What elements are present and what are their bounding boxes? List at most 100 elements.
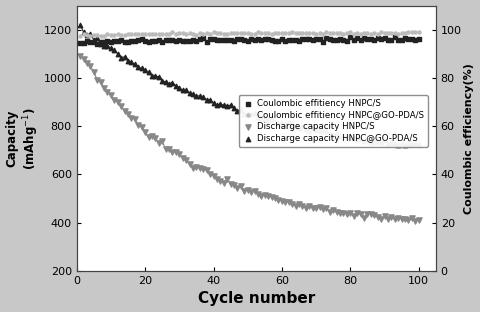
Discharge capacity HNPC@GO-PDA/S xyxy=(203,97,211,102)
Discharge capacity HNPC@GO-PDA/S xyxy=(316,127,324,132)
Discharge capacity HNPC/S xyxy=(152,135,159,140)
Discharge capacity HNPC@GO-PDA/S xyxy=(281,122,289,127)
Discharge capacity HNPC@GO-PDA/S xyxy=(220,103,228,108)
Discharge capacity HNPC/S xyxy=(405,218,412,223)
Discharge capacity HNPC@GO-PDA/S xyxy=(141,67,149,72)
Coulombic effitiency HNPC@GO-PDA/S xyxy=(76,34,84,39)
Coulombic effitiency HNPC@GO-PDA/S xyxy=(367,32,375,37)
Coulombic effitiency HNPC/S xyxy=(230,39,238,44)
Discharge capacity HNPC@GO-PDA/S xyxy=(148,74,156,79)
Coulombic effitiency HNPC/S xyxy=(398,37,406,42)
Discharge capacity HNPC/S xyxy=(210,173,217,178)
Discharge capacity HNPC@GO-PDA/S xyxy=(206,98,214,103)
Discharge capacity HNPC@GO-PDA/S xyxy=(227,103,234,108)
Discharge capacity HNPC@GO-PDA/S xyxy=(391,141,398,146)
Discharge capacity HNPC@GO-PDA/S xyxy=(138,66,145,71)
Coulombic effitiency HNPC/S xyxy=(391,35,398,40)
Coulombic effitiency HNPC@GO-PDA/S xyxy=(227,31,234,36)
Coulombic effitiency HNPC/S xyxy=(206,37,214,42)
Discharge capacity HNPC/S xyxy=(254,191,262,196)
Coulombic effitiency HNPC@GO-PDA/S xyxy=(124,32,132,37)
Coulombic effitiency HNPC@GO-PDA/S xyxy=(363,30,371,35)
Discharge capacity HNPC@GO-PDA/S xyxy=(384,141,392,146)
Discharge capacity HNPC/S xyxy=(333,210,340,215)
Coulombic effitiency HNPC@GO-PDA/S xyxy=(251,32,258,37)
Discharge capacity HNPC@GO-PDA/S xyxy=(86,32,94,37)
Coulombic effitiency HNPC@GO-PDA/S xyxy=(172,32,180,37)
Coulombic effitiency HNPC/S xyxy=(292,37,300,42)
Coulombic effitiency HNPC/S xyxy=(353,36,361,41)
Coulombic effitiency HNPC/S xyxy=(258,37,265,42)
Coulombic effitiency HNPC/S xyxy=(227,37,234,42)
Discharge capacity HNPC/S xyxy=(97,80,105,85)
Coulombic effitiency HNPC/S xyxy=(415,37,422,41)
Coulombic effitiency HNPC@GO-PDA/S xyxy=(199,32,207,37)
Coulombic effitiency HNPC@GO-PDA/S xyxy=(196,31,204,36)
Coulombic effitiency HNPC/S xyxy=(172,38,180,43)
Discharge capacity HNPC@GO-PDA/S xyxy=(302,127,310,132)
Discharge capacity HNPC/S xyxy=(230,183,238,188)
Coulombic effitiency HNPC/S xyxy=(121,39,129,44)
Discharge capacity HNPC@GO-PDA/S xyxy=(405,141,412,146)
Discharge capacity HNPC/S xyxy=(309,206,316,211)
Discharge capacity HNPC@GO-PDA/S xyxy=(80,29,87,34)
Discharge capacity HNPC@GO-PDA/S xyxy=(179,88,187,93)
Discharge capacity HNPC@GO-PDA/S xyxy=(326,131,334,136)
Coulombic effitiency HNPC/S xyxy=(131,38,139,43)
Coulombic effitiency HNPC/S xyxy=(80,40,87,45)
Coulombic effitiency HNPC/S xyxy=(254,37,262,42)
Discharge capacity HNPC@GO-PDA/S xyxy=(381,137,388,142)
Discharge capacity HNPC/S xyxy=(176,152,183,157)
Discharge capacity HNPC/S xyxy=(76,54,84,59)
Coulombic effitiency HNPC@GO-PDA/S xyxy=(281,30,289,35)
Coulombic effitiency HNPC@GO-PDA/S xyxy=(329,30,337,35)
Discharge capacity HNPC/S xyxy=(343,211,351,216)
Coulombic effitiency HNPC/S xyxy=(333,37,340,42)
Coulombic effitiency HNPC@GO-PDA/S xyxy=(110,32,118,37)
Coulombic effitiency HNPC@GO-PDA/S xyxy=(237,31,245,36)
Coulombic effitiency HNPC/S xyxy=(285,37,293,42)
Coulombic effitiency HNPC@GO-PDA/S xyxy=(213,30,221,35)
Coulombic effitiency HNPC@GO-PDA/S xyxy=(152,31,159,36)
Coulombic effitiency HNPC/S xyxy=(117,38,125,43)
Discharge capacity HNPC/S xyxy=(144,135,152,140)
Coulombic effitiency HNPC/S xyxy=(203,39,211,44)
Coulombic effitiency HNPC/S xyxy=(182,38,190,43)
Coulombic effitiency HNPC@GO-PDA/S xyxy=(278,30,286,35)
Discharge capacity HNPC/S xyxy=(227,181,234,186)
Coulombic effitiency HNPC@GO-PDA/S xyxy=(158,32,166,37)
Coulombic effitiency HNPC@GO-PDA/S xyxy=(350,32,358,37)
Coulombic effitiency HNPC/S xyxy=(371,38,378,43)
Discharge capacity HNPC/S xyxy=(408,215,416,220)
Coulombic effitiency HNPC@GO-PDA/S xyxy=(323,30,330,35)
Discharge capacity HNPC@GO-PDA/S xyxy=(251,111,258,116)
Discharge capacity HNPC@GO-PDA/S xyxy=(398,141,406,146)
Coulombic effitiency HNPC@GO-PDA/S xyxy=(97,33,105,38)
Discharge capacity HNPC@GO-PDA/S xyxy=(104,43,111,48)
Discharge capacity HNPC@GO-PDA/S xyxy=(196,93,204,98)
Coulombic effitiency HNPC/S xyxy=(83,39,91,44)
Discharge capacity HNPC/S xyxy=(216,178,224,183)
Coulombic effitiency HNPC/S xyxy=(148,38,156,43)
Coulombic effitiency HNPC/S xyxy=(264,37,272,41)
Coulombic effitiency HNPC@GO-PDA/S xyxy=(408,30,416,35)
Discharge capacity HNPC@GO-PDA/S xyxy=(182,88,190,93)
Discharge capacity HNPC/S xyxy=(350,213,358,218)
Discharge capacity HNPC/S xyxy=(107,93,115,98)
Coulombic effitiency HNPC@GO-PDA/S xyxy=(254,30,262,35)
Discharge capacity HNPC@GO-PDA/S xyxy=(340,134,348,139)
Coulombic effitiency HNPC/S xyxy=(189,37,197,42)
Discharge capacity HNPC@GO-PDA/S xyxy=(76,22,84,27)
Discharge capacity HNPC/S xyxy=(199,166,207,171)
Discharge capacity HNPC@GO-PDA/S xyxy=(299,124,306,129)
Discharge capacity HNPC@GO-PDA/S xyxy=(152,74,159,79)
Discharge capacity HNPC@GO-PDA/S xyxy=(210,101,217,106)
Discharge capacity HNPC@GO-PDA/S xyxy=(278,121,286,126)
Coulombic effitiency HNPC/S xyxy=(176,38,183,43)
Coulombic effitiency HNPC@GO-PDA/S xyxy=(312,31,320,36)
Coulombic effitiency HNPC/S xyxy=(86,39,94,44)
Y-axis label: Coulombic efficiency(%): Coulombic efficiency(%) xyxy=(465,63,474,214)
Coulombic effitiency HNPC/S xyxy=(326,37,334,41)
Discharge capacity HNPC/S xyxy=(347,211,354,216)
Coulombic effitiency HNPC/S xyxy=(319,40,327,45)
